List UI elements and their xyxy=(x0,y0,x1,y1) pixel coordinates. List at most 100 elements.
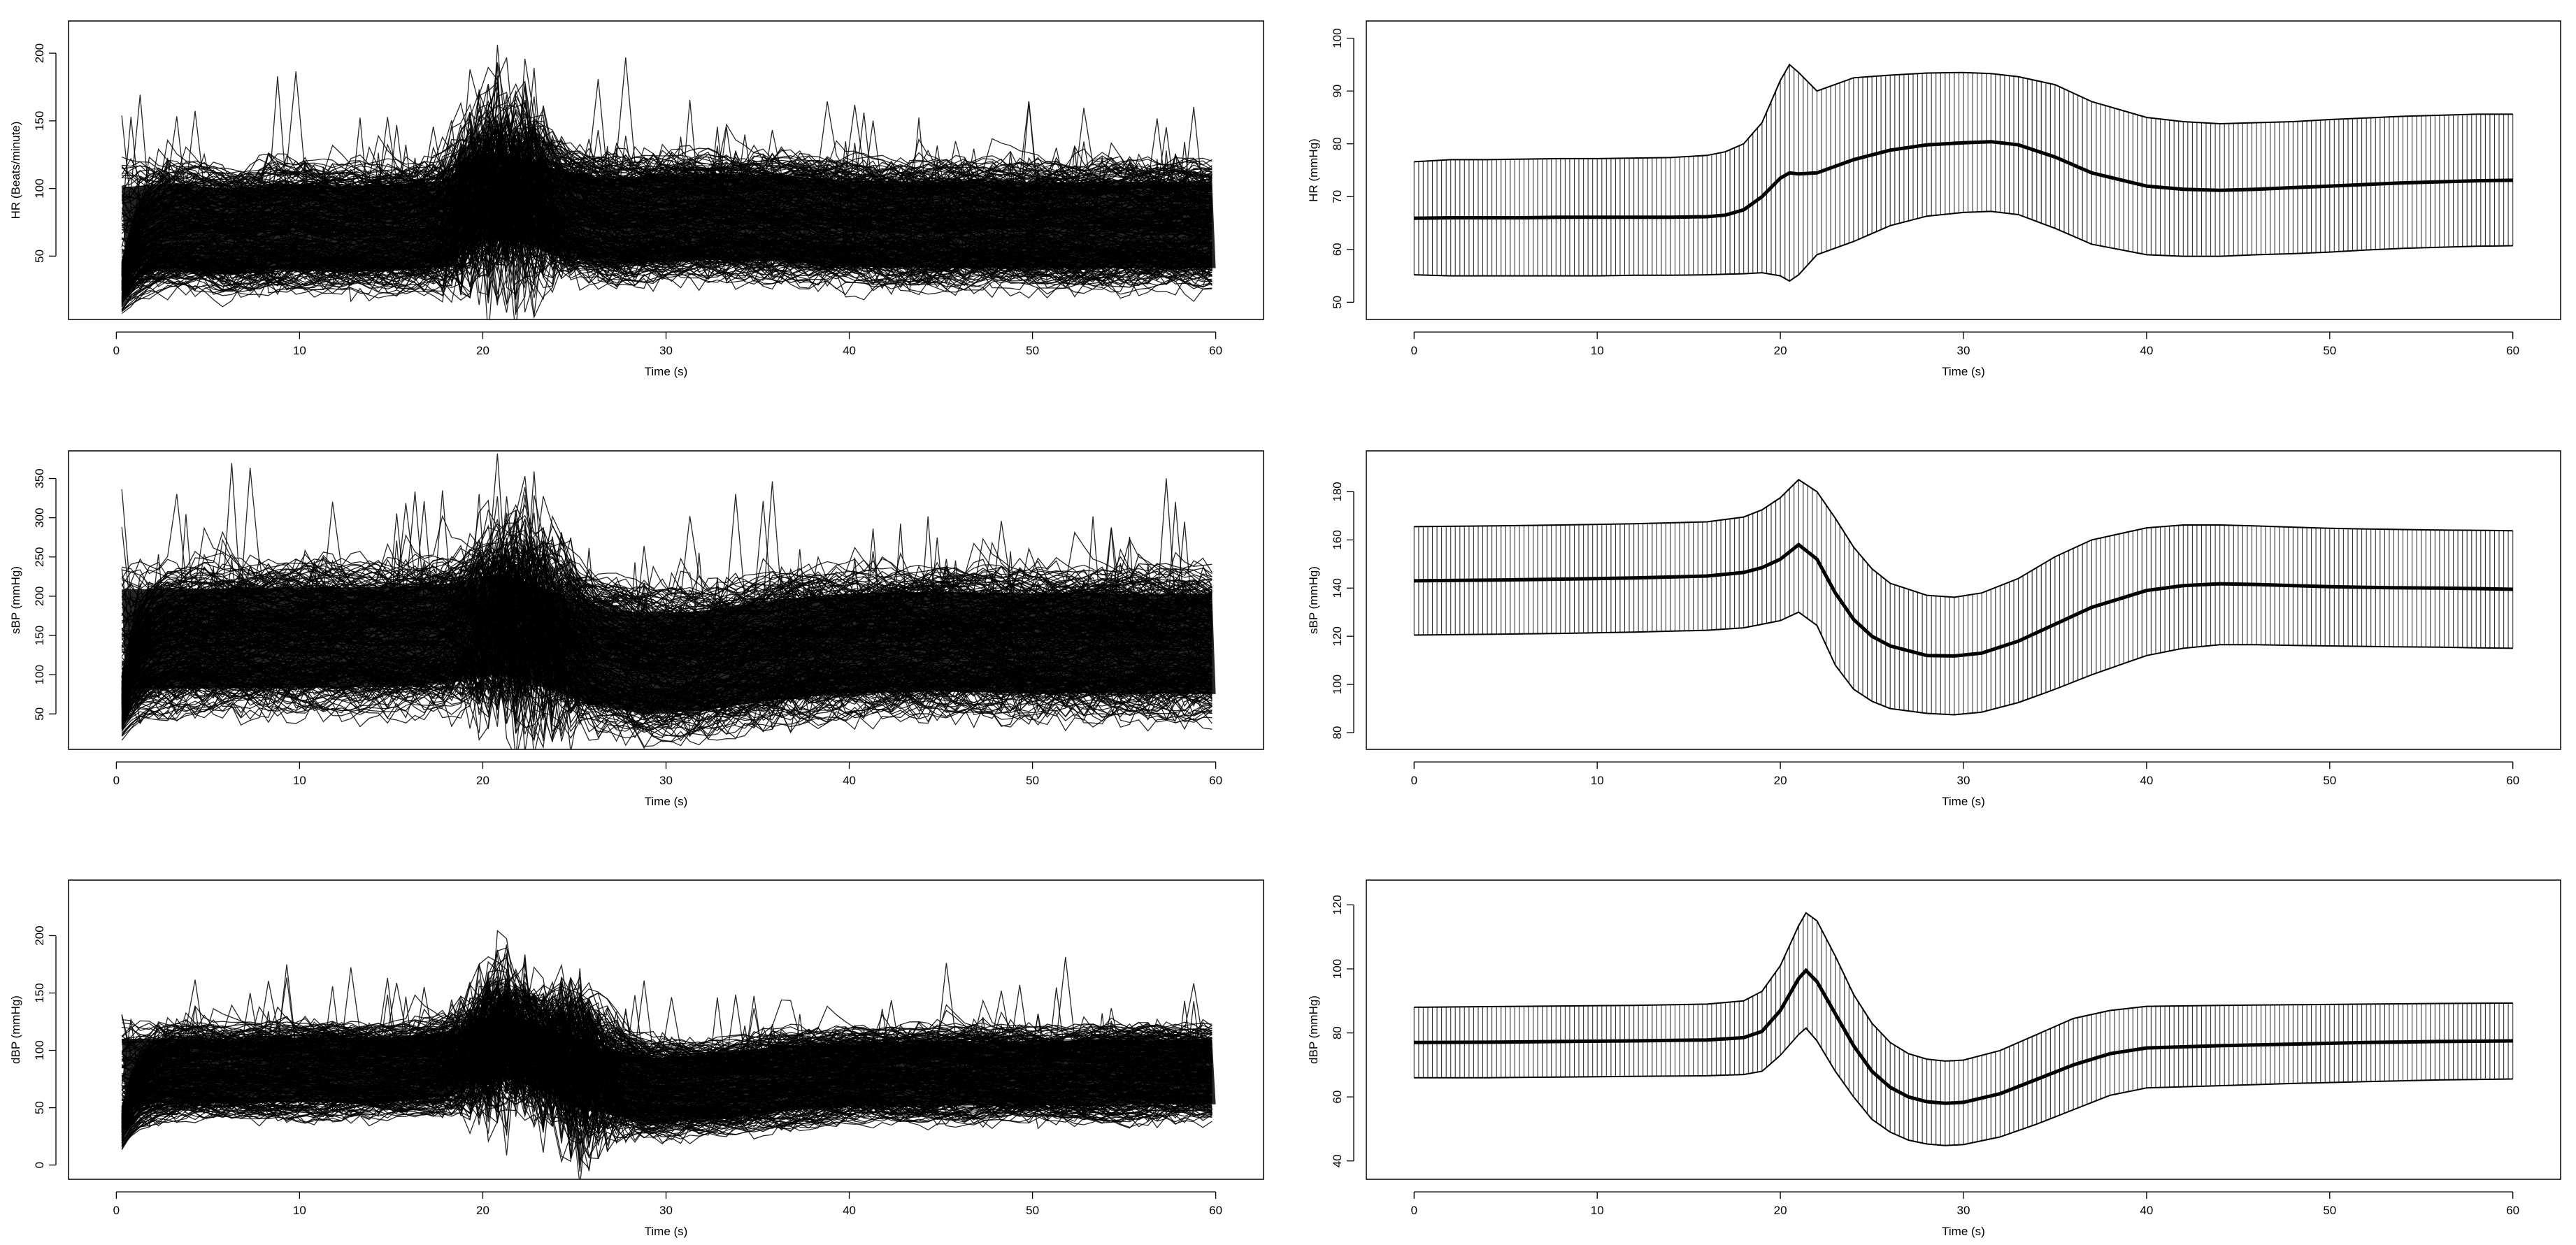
plot-area xyxy=(121,930,1216,1179)
y-tick-label: 50 xyxy=(1331,296,1344,309)
plot-frame xyxy=(68,450,1264,750)
x-tick-label: 40 xyxy=(843,1204,856,1217)
y-tick-label: 200 xyxy=(33,586,46,606)
y-axis-label: sBP (mmHg) xyxy=(1307,566,1320,634)
trace-line xyxy=(121,529,1212,689)
y-tick-label: 150 xyxy=(33,111,46,131)
x-tick-label: 60 xyxy=(2506,1204,2519,1217)
x-tick-label: 40 xyxy=(2140,344,2153,357)
x-axis-label: Time (s) xyxy=(1942,365,1985,378)
x-tick-label: 0 xyxy=(113,344,120,357)
y-tick-label: 60 xyxy=(1331,1091,1344,1104)
plot-area xyxy=(1413,478,2514,716)
x-tick-label: 50 xyxy=(2323,774,2336,787)
x-tick-label: 30 xyxy=(659,344,673,357)
y-tick-label: 100 xyxy=(33,178,46,198)
error-bars xyxy=(1413,914,2514,1146)
y-tick-label: 120 xyxy=(1331,626,1344,646)
x-tick-label: 0 xyxy=(1411,774,1417,787)
trace-line xyxy=(122,181,1212,316)
y-tick-label: 80 xyxy=(1331,137,1344,150)
x-tick-label: 20 xyxy=(476,344,489,357)
x-tick-label: 10 xyxy=(1591,1204,1604,1217)
y-tick-label: 250 xyxy=(33,547,46,567)
lower-envelope-line xyxy=(1414,1027,2513,1146)
upper-envelope-line xyxy=(1414,478,2513,598)
lower-envelope-line xyxy=(1414,210,2513,282)
plot-frame xyxy=(68,879,1264,1180)
chart-panel-6: 0 10 20 30 40 50 60 Time (s) 40 60 80 100 120 dBP (mm… xyxy=(1307,879,2561,1238)
x-tick-label: 60 xyxy=(1209,774,1222,787)
plot-frame xyxy=(68,20,1264,320)
x-axis-label: Time (s) xyxy=(645,795,688,808)
x-tick-label: 10 xyxy=(293,1204,306,1217)
x-tick-label: 60 xyxy=(1209,1204,1222,1217)
trace-line xyxy=(121,626,1212,749)
x-tick-label: 40 xyxy=(843,774,856,787)
x-tick-label: 30 xyxy=(1957,344,1970,357)
x-tick-label: 40 xyxy=(843,344,856,357)
trace-line xyxy=(121,58,1212,202)
x-tick-label: 0 xyxy=(113,1204,120,1217)
x-tick-label: 30 xyxy=(659,774,673,787)
trace-line xyxy=(121,677,1212,737)
y-axis-label: HR (Beats/minute) xyxy=(9,122,22,220)
x-tick-label: 0 xyxy=(113,774,120,787)
y-tick-label: 40 xyxy=(1331,1154,1344,1167)
y-tick-label: 100 xyxy=(1331,28,1344,48)
x-tick-label: 10 xyxy=(293,344,306,357)
y-tick-label: 60 xyxy=(1331,243,1344,256)
trace-line xyxy=(121,164,1212,298)
x-tick-label: 50 xyxy=(2323,344,2336,357)
trace-line xyxy=(121,1044,1212,1144)
x-tick-label: 50 xyxy=(2323,1204,2336,1217)
lower-envelope-line xyxy=(1414,611,2513,716)
x-tick-label: 20 xyxy=(1774,1204,1787,1217)
y-tick-label: 100 xyxy=(33,1040,46,1060)
y-tick-label: 50 xyxy=(33,250,46,263)
y-tick-label: 100 xyxy=(1331,675,1344,694)
y-tick-label: 80 xyxy=(1331,1026,1344,1039)
trace-line xyxy=(121,526,1212,690)
x-tick-label: 0 xyxy=(1411,344,1417,357)
y-tick-label: 180 xyxy=(1331,482,1344,501)
y-tick-label: 80 xyxy=(1331,726,1344,740)
chart-panel-1: 0 10 20 30 40 50 60 Time (s) 50 100 150 200 HR (Beat… xyxy=(9,20,1264,378)
y-tick-label: 70 xyxy=(1331,190,1344,203)
x-tick-label: 30 xyxy=(659,1204,673,1217)
dense-trace-band xyxy=(122,1014,1216,1123)
upper-envelope-line xyxy=(1414,912,2513,1062)
x-axis-label: Time (s) xyxy=(645,365,688,378)
x-tick-label: 40 xyxy=(2140,774,2153,787)
x-axis-label: Time (s) xyxy=(645,1225,688,1238)
mean-line xyxy=(1414,967,2513,1105)
y-tick-label: 0 xyxy=(33,1162,46,1168)
y-axis-label: dBP (mmHg) xyxy=(1307,995,1320,1064)
x-tick-label: 60 xyxy=(2506,774,2519,787)
x-tick-label: 30 xyxy=(1957,774,1970,787)
mean-line xyxy=(1414,140,2513,220)
chart-panel-2: 0 10 20 30 40 50 60 Time (s) 50 60 70 80 90 100 HR (mm… xyxy=(1307,20,2561,378)
x-tick-label: 50 xyxy=(1026,1204,1039,1217)
y-tick-label: 300 xyxy=(33,508,46,527)
y-tick-label: 50 xyxy=(33,707,46,721)
error-bars xyxy=(1413,480,2514,715)
series-traces xyxy=(121,453,1216,749)
y-tick-label: 120 xyxy=(1331,895,1344,914)
y-tick-label: 90 xyxy=(1331,85,1344,98)
trace-line xyxy=(121,629,1212,730)
x-tick-label: 30 xyxy=(1957,1204,1970,1217)
x-tick-label: 50 xyxy=(1026,774,1039,787)
x-tick-label: 10 xyxy=(293,774,306,787)
trace-line xyxy=(121,971,1212,1111)
trace-line xyxy=(121,665,1212,737)
x-tick-label: 50 xyxy=(1026,344,1039,357)
plot-area xyxy=(1413,63,2514,282)
x-tick-label: 20 xyxy=(1774,774,1787,787)
x-tick-label: 20 xyxy=(1774,344,1787,357)
y-tick-label: 200 xyxy=(33,43,46,63)
dense-trace-band xyxy=(122,574,1216,715)
y-tick-label: 150 xyxy=(33,626,46,645)
y-tick-label: 160 xyxy=(1331,530,1344,549)
